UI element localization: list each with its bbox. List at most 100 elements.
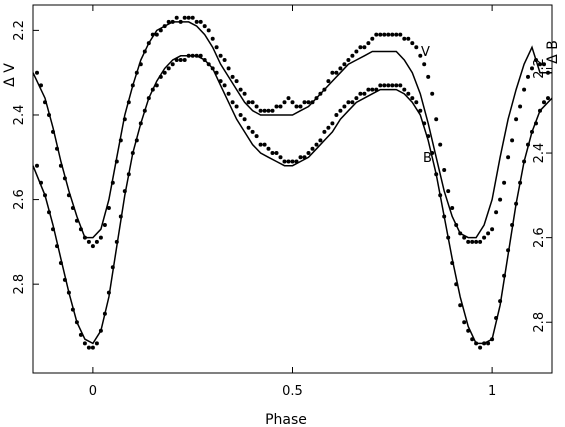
data-point-v (226, 66, 231, 71)
data-point-b (230, 100, 235, 105)
data-point-b (154, 83, 159, 88)
data-point-v (282, 100, 287, 105)
data-point-v (546, 70, 550, 75)
data-point-v (214, 45, 219, 50)
data-point-b (134, 138, 139, 143)
data-point-v (314, 96, 319, 101)
data-point-v (422, 62, 427, 67)
data-point-b (446, 235, 451, 240)
data-point-b (330, 121, 335, 126)
data-point-b (198, 53, 203, 58)
y-tick-label-right: 2.6 (532, 227, 547, 248)
data-point-v (514, 117, 519, 122)
data-point-v (58, 163, 63, 168)
data-point-b (358, 91, 363, 96)
y-tick-label-left: 2.4 (12, 105, 27, 126)
data-point-b (90, 345, 95, 350)
data-point-v (434, 117, 439, 122)
data-point-v (326, 79, 331, 84)
data-point-b (162, 70, 167, 75)
data-point-v (82, 235, 87, 240)
data-point-v (302, 100, 307, 105)
data-point-v (534, 58, 538, 62)
data-point-v (418, 53, 423, 58)
data-point-v (274, 104, 279, 109)
data-point-v (382, 32, 387, 37)
data-point-v (278, 104, 283, 109)
data-point-b (322, 129, 327, 134)
data-point-v (494, 210, 499, 215)
data-point-v (486, 231, 491, 236)
y-axis-title-right: Δ B (545, 40, 561, 64)
data-point-v (202, 24, 207, 29)
y-tick-label-right: 2.8 (532, 312, 547, 333)
data-point-v (306, 100, 311, 105)
data-point-v (322, 87, 327, 92)
data-point-v (478, 239, 483, 244)
data-point-b (170, 62, 175, 67)
data-point-b (150, 87, 155, 92)
data-point-b (35, 163, 39, 168)
data-point-v (426, 74, 431, 79)
data-point-b (194, 53, 199, 58)
data-point-v (78, 227, 83, 232)
data-point-b (362, 91, 367, 96)
data-point-b (390, 83, 395, 88)
data-point-v (190, 15, 195, 20)
data-point-v (294, 104, 299, 109)
data-point-b (55, 244, 59, 249)
ticks-layer: 0 0.5 12.22.42.62.82.22.42.62.8 (12, 5, 552, 399)
data-point-b (78, 332, 83, 337)
data-point-b (422, 121, 427, 126)
data-point-b (370, 87, 375, 92)
data-point-v (182, 15, 187, 20)
data-point-v (498, 197, 503, 202)
data-point-v (118, 138, 123, 143)
data-point-b (118, 214, 123, 219)
data-point-b (458, 303, 463, 308)
data-point-b (190, 53, 195, 58)
data-point-v (450, 206, 455, 210)
data-point-b (406, 91, 411, 96)
data-point-v (94, 239, 99, 244)
data-point-b (278, 155, 283, 160)
data-point-v (66, 193, 71, 198)
data-point-b (258, 142, 263, 147)
data-point-v (354, 49, 359, 54)
data-point-b (178, 58, 183, 62)
data-point-b (298, 155, 303, 160)
data-point-v (250, 100, 255, 105)
x-tick-label: 1 (488, 384, 496, 399)
data-point-v (502, 180, 507, 185)
data-point-b (47, 210, 51, 215)
data-point-b (146, 96, 151, 101)
x-tick-label: 0.5 (282, 384, 303, 399)
data-point-v (150, 32, 155, 37)
data-point-v (286, 96, 291, 101)
data-point-v (262, 108, 267, 113)
data-point-b (526, 142, 530, 147)
data-point-v (258, 108, 263, 113)
data-point-b (98, 328, 103, 333)
data-point-b (86, 345, 91, 350)
data-point-v (186, 15, 191, 20)
y-tick-label-right: 2.4 (532, 143, 547, 164)
data-point-v (138, 62, 143, 67)
data-point-b (410, 96, 415, 101)
data-point-v (246, 100, 251, 105)
data-point-v (454, 223, 459, 227)
data-point-b (378, 83, 383, 88)
data-point-v (194, 19, 199, 24)
data-point-b (530, 129, 534, 134)
data-point-b (250, 129, 255, 134)
data-point-b (222, 83, 227, 88)
data-point-v (130, 83, 135, 88)
data-point-v (410, 41, 415, 46)
data-point-b (510, 223, 515, 227)
data-point-v (102, 223, 107, 227)
data-point-b (70, 307, 75, 312)
data-point-b (218, 79, 223, 84)
data-point-v (270, 108, 275, 113)
data-point-v (174, 15, 179, 20)
